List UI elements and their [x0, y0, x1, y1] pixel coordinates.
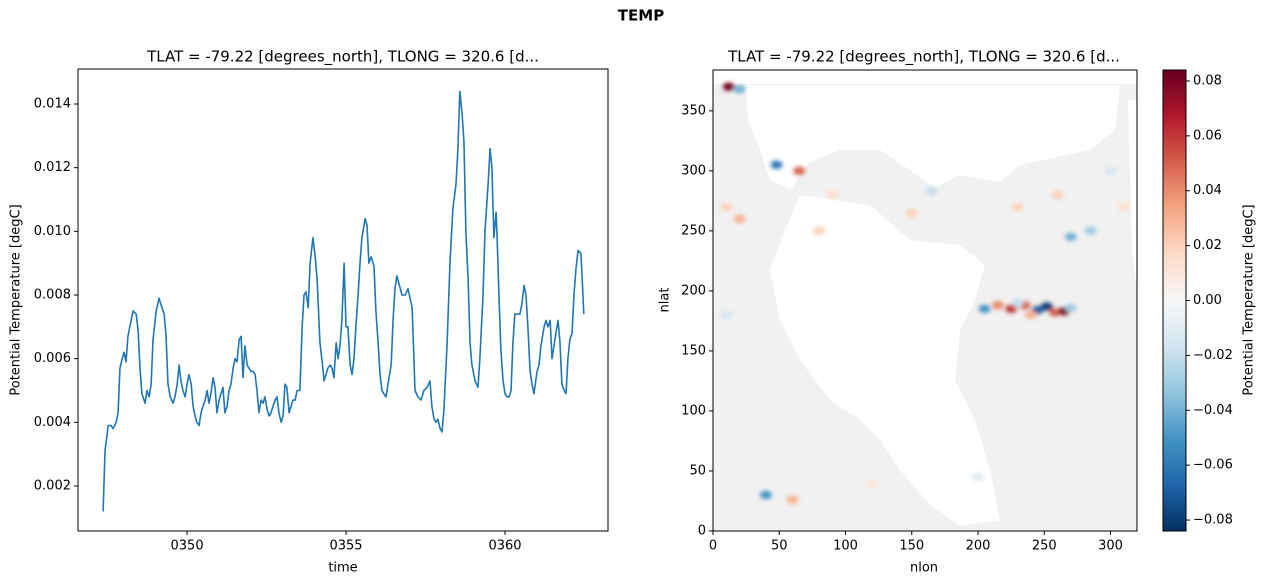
y-tick-label: 300 [681, 163, 706, 178]
x-tick-label: 200 [966, 539, 991, 554]
cell [813, 226, 825, 236]
colorbar-label: Potential Temperature [degC] [1242, 204, 1257, 395]
x-tick-label: 300 [1098, 539, 1123, 554]
x-tick-label: 0350 [171, 539, 204, 554]
x-tick-label: 50 [771, 539, 788, 554]
cell [1064, 303, 1077, 312]
cell [925, 187, 938, 196]
chart-title: TLAT = -79.22 [degrees_north], TLONG = 3… [727, 48, 1120, 67]
cell [978, 304, 991, 314]
cell [1104, 166, 1117, 176]
cell [991, 301, 1004, 310]
suptitle: TEMP [618, 7, 664, 25]
colorbar-tick-label: 0.02 [1193, 238, 1222, 253]
cell [760, 490, 772, 500]
cell [866, 478, 878, 488]
y-tick-label: 0.006 [34, 351, 71, 366]
colorbar-tick-label: −0.06 [1193, 458, 1233, 473]
axes-frame [77, 68, 609, 532]
cell [1117, 202, 1130, 212]
colorbar-tick-label: −0.08 [1193, 513, 1233, 528]
land [1128, 100, 1137, 290]
cell [1084, 226, 1097, 236]
y-tick-label: 0.004 [34, 415, 71, 430]
axes-frame [712, 69, 1138, 532]
map-base [713, 70, 1137, 531]
y-tick-label: 350 [681, 103, 706, 118]
colorbar-tick-label: 0.00 [1193, 293, 1222, 308]
y-tick-label: 150 [681, 343, 706, 358]
cell [1005, 304, 1018, 314]
y-tick-label: 200 [681, 283, 706, 298]
cell [905, 208, 918, 218]
colorbar-tick-label: 0.04 [1193, 183, 1222, 198]
x-axis-label: time [328, 561, 357, 576]
y-tick-label: 0.012 [34, 160, 71, 175]
y-tick-label: 0.010 [34, 224, 71, 239]
cell [1025, 310, 1037, 320]
y-axis-label: Potential Temperature [degC] [9, 204, 24, 395]
cell [786, 495, 799, 505]
colorbar-tick-label: 0.06 [1193, 128, 1222, 143]
y-tick-label: 50 [689, 463, 706, 478]
cell [1048, 308, 1061, 317]
land [745, 85, 1120, 190]
colorbar-tick-label: −0.02 [1193, 348, 1233, 363]
y-tick-label: 0.008 [34, 288, 71, 303]
cell [1040, 302, 1053, 311]
y-tick-label: 0.014 [34, 97, 71, 112]
cell [733, 84, 746, 94]
y-tick-label: 100 [681, 403, 706, 418]
cell [972, 472, 984, 482]
x-axis-label: nlon [910, 561, 938, 576]
cell [1051, 190, 1064, 200]
y-tick-label: 0 [698, 524, 706, 539]
cell [826, 190, 839, 200]
cell [793, 166, 806, 176]
x-tick-label: 0 [709, 539, 717, 554]
x-tick-label: 100 [833, 539, 858, 554]
y-tick-label: 0.002 [34, 478, 71, 493]
cell [722, 82, 735, 92]
colorbar-tick-label: 0.08 [1193, 73, 1222, 88]
cell [1011, 298, 1024, 308]
cell [733, 214, 746, 224]
x-tick-label: 0360 [488, 539, 521, 554]
cell [1011, 202, 1024, 212]
y-tick-label: 250 [681, 223, 706, 238]
anomalies [720, 82, 1130, 505]
cell [1064, 232, 1077, 242]
cell [720, 310, 733, 320]
line [102, 90, 585, 512]
cell [720, 202, 733, 212]
x-tick-label: 250 [1032, 539, 1057, 554]
land [713, 70, 1137, 84]
x-tick-label: 150 [899, 539, 924, 554]
colorbar [1162, 69, 1187, 532]
y-axis-label: nlat [658, 288, 673, 313]
cell [770, 160, 783, 170]
land [770, 195, 1000, 526]
chart-title: TLAT = -79.22 [degrees_north], TLONG = 3… [146, 48, 539, 67]
colorbar-tick-label: −0.04 [1193, 403, 1233, 418]
x-tick-label: 0355 [329, 539, 362, 554]
